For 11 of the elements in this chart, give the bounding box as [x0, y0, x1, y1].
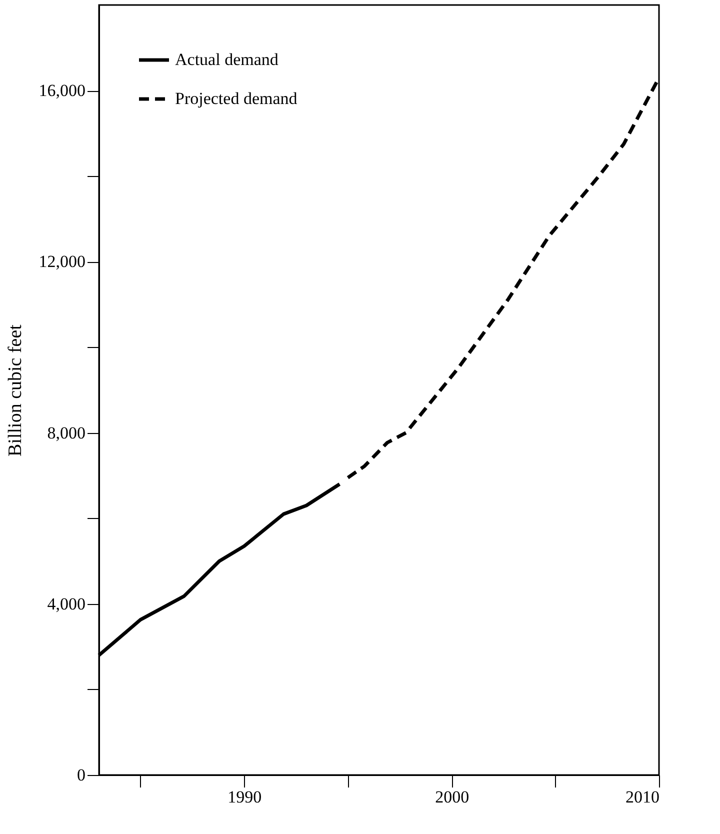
- y-tick-label: 4,000: [47, 594, 86, 614]
- y-tick-label: 8,000: [47, 423, 86, 442]
- y-tick-label: 0: [77, 766, 86, 784]
- y-axis-title: Billion cubic feet: [4, 324, 26, 456]
- legend-label: Actual demand: [175, 50, 279, 69]
- y-tick-label: 12,000: [38, 252, 86, 272]
- y-tick-label: 16,000: [38, 81, 86, 100]
- x-tick-label: 2010: [626, 788, 660, 806]
- x-tick-label: 2000: [435, 788, 470, 806]
- x-tick-label: 1990: [228, 788, 262, 806]
- legend-label: Projected demand: [175, 89, 298, 108]
